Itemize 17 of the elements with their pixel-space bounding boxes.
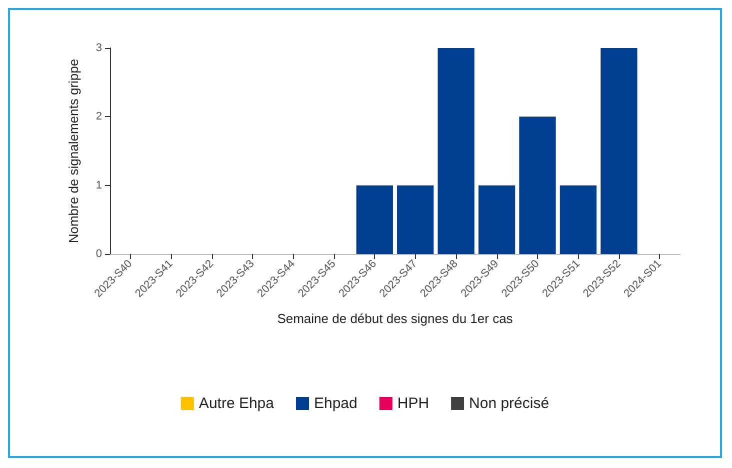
bar xyxy=(438,48,474,254)
legend-label: HPH xyxy=(397,395,430,412)
bar xyxy=(600,48,638,254)
legend-label: Non précisé xyxy=(469,395,550,412)
legend-label: Ehpad xyxy=(314,395,358,412)
y-tick-label: 2 xyxy=(96,110,102,123)
y-axis-title: Nombre de signalements grippe xyxy=(66,58,81,244)
bar xyxy=(478,185,516,254)
y-tick-label: 1 xyxy=(96,179,102,192)
legend-label: Autre Ehpa xyxy=(198,395,275,412)
bar xyxy=(356,185,393,254)
bar xyxy=(519,116,556,254)
y-tick-label: 3 xyxy=(96,42,102,54)
x-axis-title: Semaine de début des signes du 1er cas xyxy=(277,311,514,326)
y-tick-label: 0 xyxy=(96,248,102,260)
bar xyxy=(560,185,597,254)
bar xyxy=(397,185,434,254)
